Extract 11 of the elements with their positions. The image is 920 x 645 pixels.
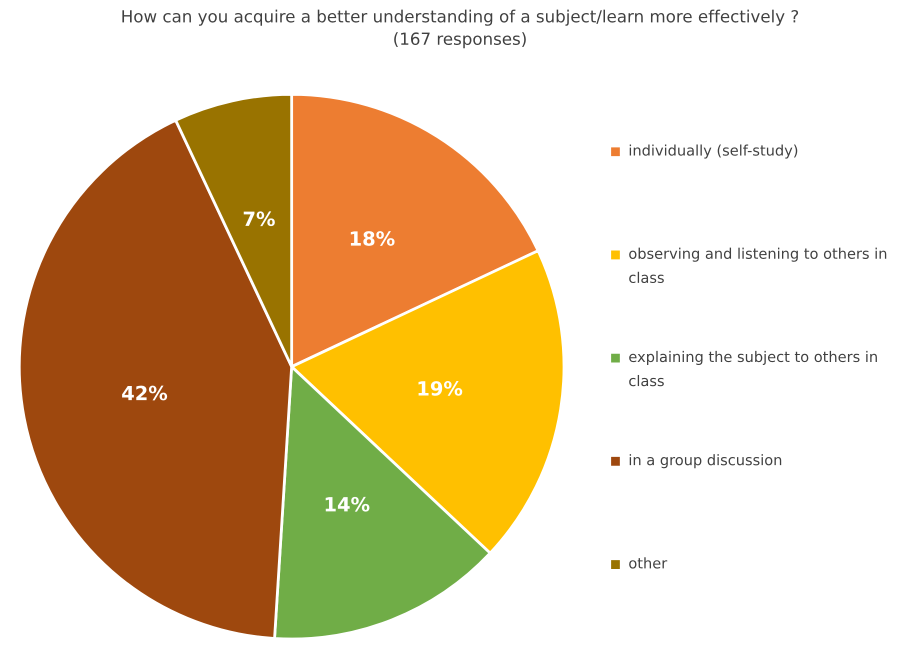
data-label: 7% [244, 211, 275, 226]
data-label: 18% [350, 231, 395, 246]
legend-label: observing and listening to others in class [629, 248, 886, 284]
legend-label: in a group discussion [630, 454, 782, 468]
legend-label: individually (self-study) [630, 144, 798, 159]
data-label: 42% [122, 386, 168, 400]
data-label: 19% [418, 381, 462, 396]
legend-label: other [629, 557, 668, 569]
chart-title: How can you acquire a better understanding of a subject/learn more effectively ? (167 responses) [122, 10, 798, 48]
legend-label: explaining the subject to others in class [629, 350, 877, 386]
data-label: 14% [326, 496, 370, 512]
